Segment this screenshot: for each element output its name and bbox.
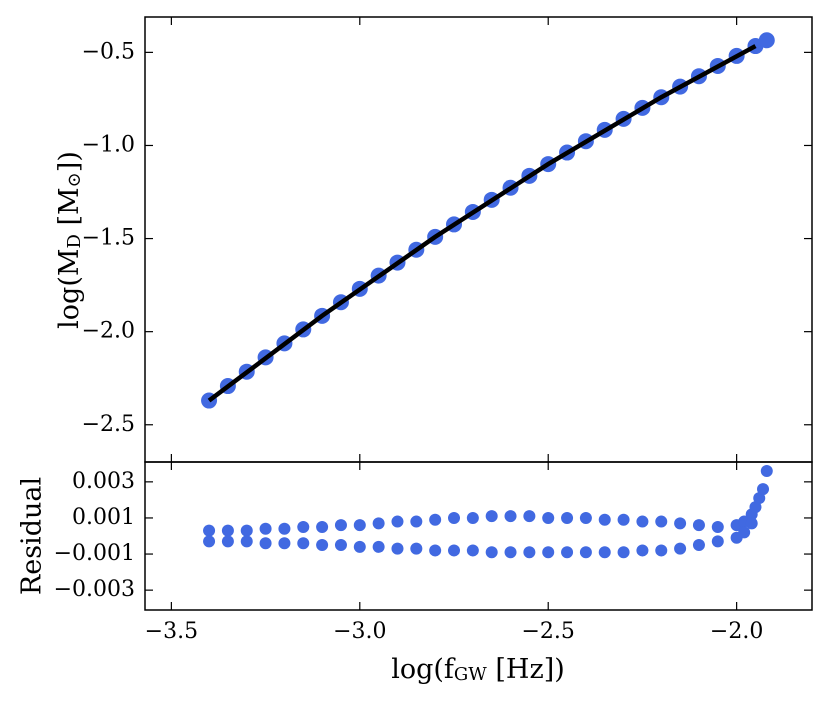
x-axis-label-part: GW — [454, 664, 487, 685]
point — [711, 535, 724, 548]
point — [542, 546, 555, 559]
point — [203, 524, 216, 537]
x-tick-label: −2.0 — [710, 619, 763, 644]
point — [240, 535, 253, 548]
x-tick-label: −2.5 — [522, 619, 575, 644]
point — [504, 546, 517, 559]
x-axis-label: log(fGW [Hz]) — [391, 654, 565, 685]
point — [297, 520, 310, 533]
fit-line — [207, 44, 757, 403]
y-axis-label-part: [M — [54, 187, 85, 234]
y-axis-label-part: D — [64, 234, 85, 248]
x-axis-label-part: [Hz]) — [487, 654, 565, 685]
point — [674, 517, 687, 530]
axes-frame — [144, 16, 813, 463]
x-tick-label: −3.5 — [145, 619, 198, 644]
plot-area — [201, 32, 775, 409]
point — [259, 522, 272, 535]
y-tick-label: −1.5 — [82, 226, 135, 251]
point — [391, 515, 404, 528]
point — [448, 544, 461, 557]
point — [542, 511, 555, 524]
point — [617, 513, 630, 526]
point — [485, 546, 498, 559]
point — [692, 519, 705, 532]
point — [760, 465, 773, 478]
point — [221, 524, 234, 537]
point — [240, 524, 253, 537]
point — [655, 515, 668, 528]
point — [278, 522, 291, 535]
point — [636, 544, 649, 557]
point — [278, 537, 291, 550]
point — [297, 537, 310, 550]
point — [429, 544, 442, 557]
point — [745, 517, 758, 530]
point — [636, 515, 649, 528]
point — [316, 539, 329, 552]
y-tick-label: −2.5 — [82, 412, 135, 437]
y-axis-label: log(MD [M⊙]) — [54, 151, 85, 329]
point — [579, 546, 592, 559]
x-axis-label-part: log(f — [391, 654, 456, 685]
point — [598, 546, 611, 559]
point — [466, 511, 479, 524]
plot-area — [203, 465, 773, 559]
point — [334, 519, 347, 532]
point — [523, 510, 536, 523]
point — [749, 501, 762, 514]
point — [655, 544, 668, 557]
y-tick-label: −0.003 — [54, 577, 135, 602]
point — [758, 32, 775, 49]
y-tick-label: −2.0 — [82, 319, 135, 344]
y-tick-label: −0.001 — [54, 541, 135, 566]
point — [372, 517, 385, 530]
y-tick-label: 0.003 — [72, 469, 135, 494]
point — [429, 513, 442, 526]
point — [523, 546, 536, 559]
y-tick-label: 0.001 — [72, 505, 135, 530]
point — [353, 519, 366, 532]
y-axis-label-part: log(M — [54, 249, 85, 329]
x-tick-label: −3.0 — [333, 619, 386, 644]
point — [466, 544, 479, 557]
point — [485, 510, 498, 523]
point — [221, 535, 234, 548]
point — [259, 537, 272, 550]
y-axis-label: Residual — [17, 477, 48, 595]
point — [738, 526, 751, 539]
axes-frame — [144, 461, 813, 611]
point — [757, 483, 770, 496]
y-axis-label-part: ]) — [54, 151, 85, 172]
point — [579, 511, 592, 524]
point — [316, 520, 329, 533]
point — [334, 539, 347, 552]
y-axis-label-part: ⊙ — [64, 172, 85, 187]
point — [561, 511, 574, 524]
point — [353, 540, 366, 553]
point — [561, 546, 574, 559]
point — [674, 542, 687, 555]
point — [448, 511, 461, 524]
point — [598, 513, 611, 526]
point — [617, 546, 630, 559]
y-tick-label: −1.0 — [82, 132, 135, 157]
point — [372, 540, 385, 553]
point — [753, 492, 766, 505]
point — [410, 542, 423, 555]
point — [504, 510, 517, 523]
point — [410, 515, 423, 528]
point — [711, 520, 724, 533]
point — [692, 539, 705, 552]
point — [203, 535, 216, 548]
y-tick-label: −0.5 — [82, 39, 135, 64]
point — [391, 542, 404, 555]
